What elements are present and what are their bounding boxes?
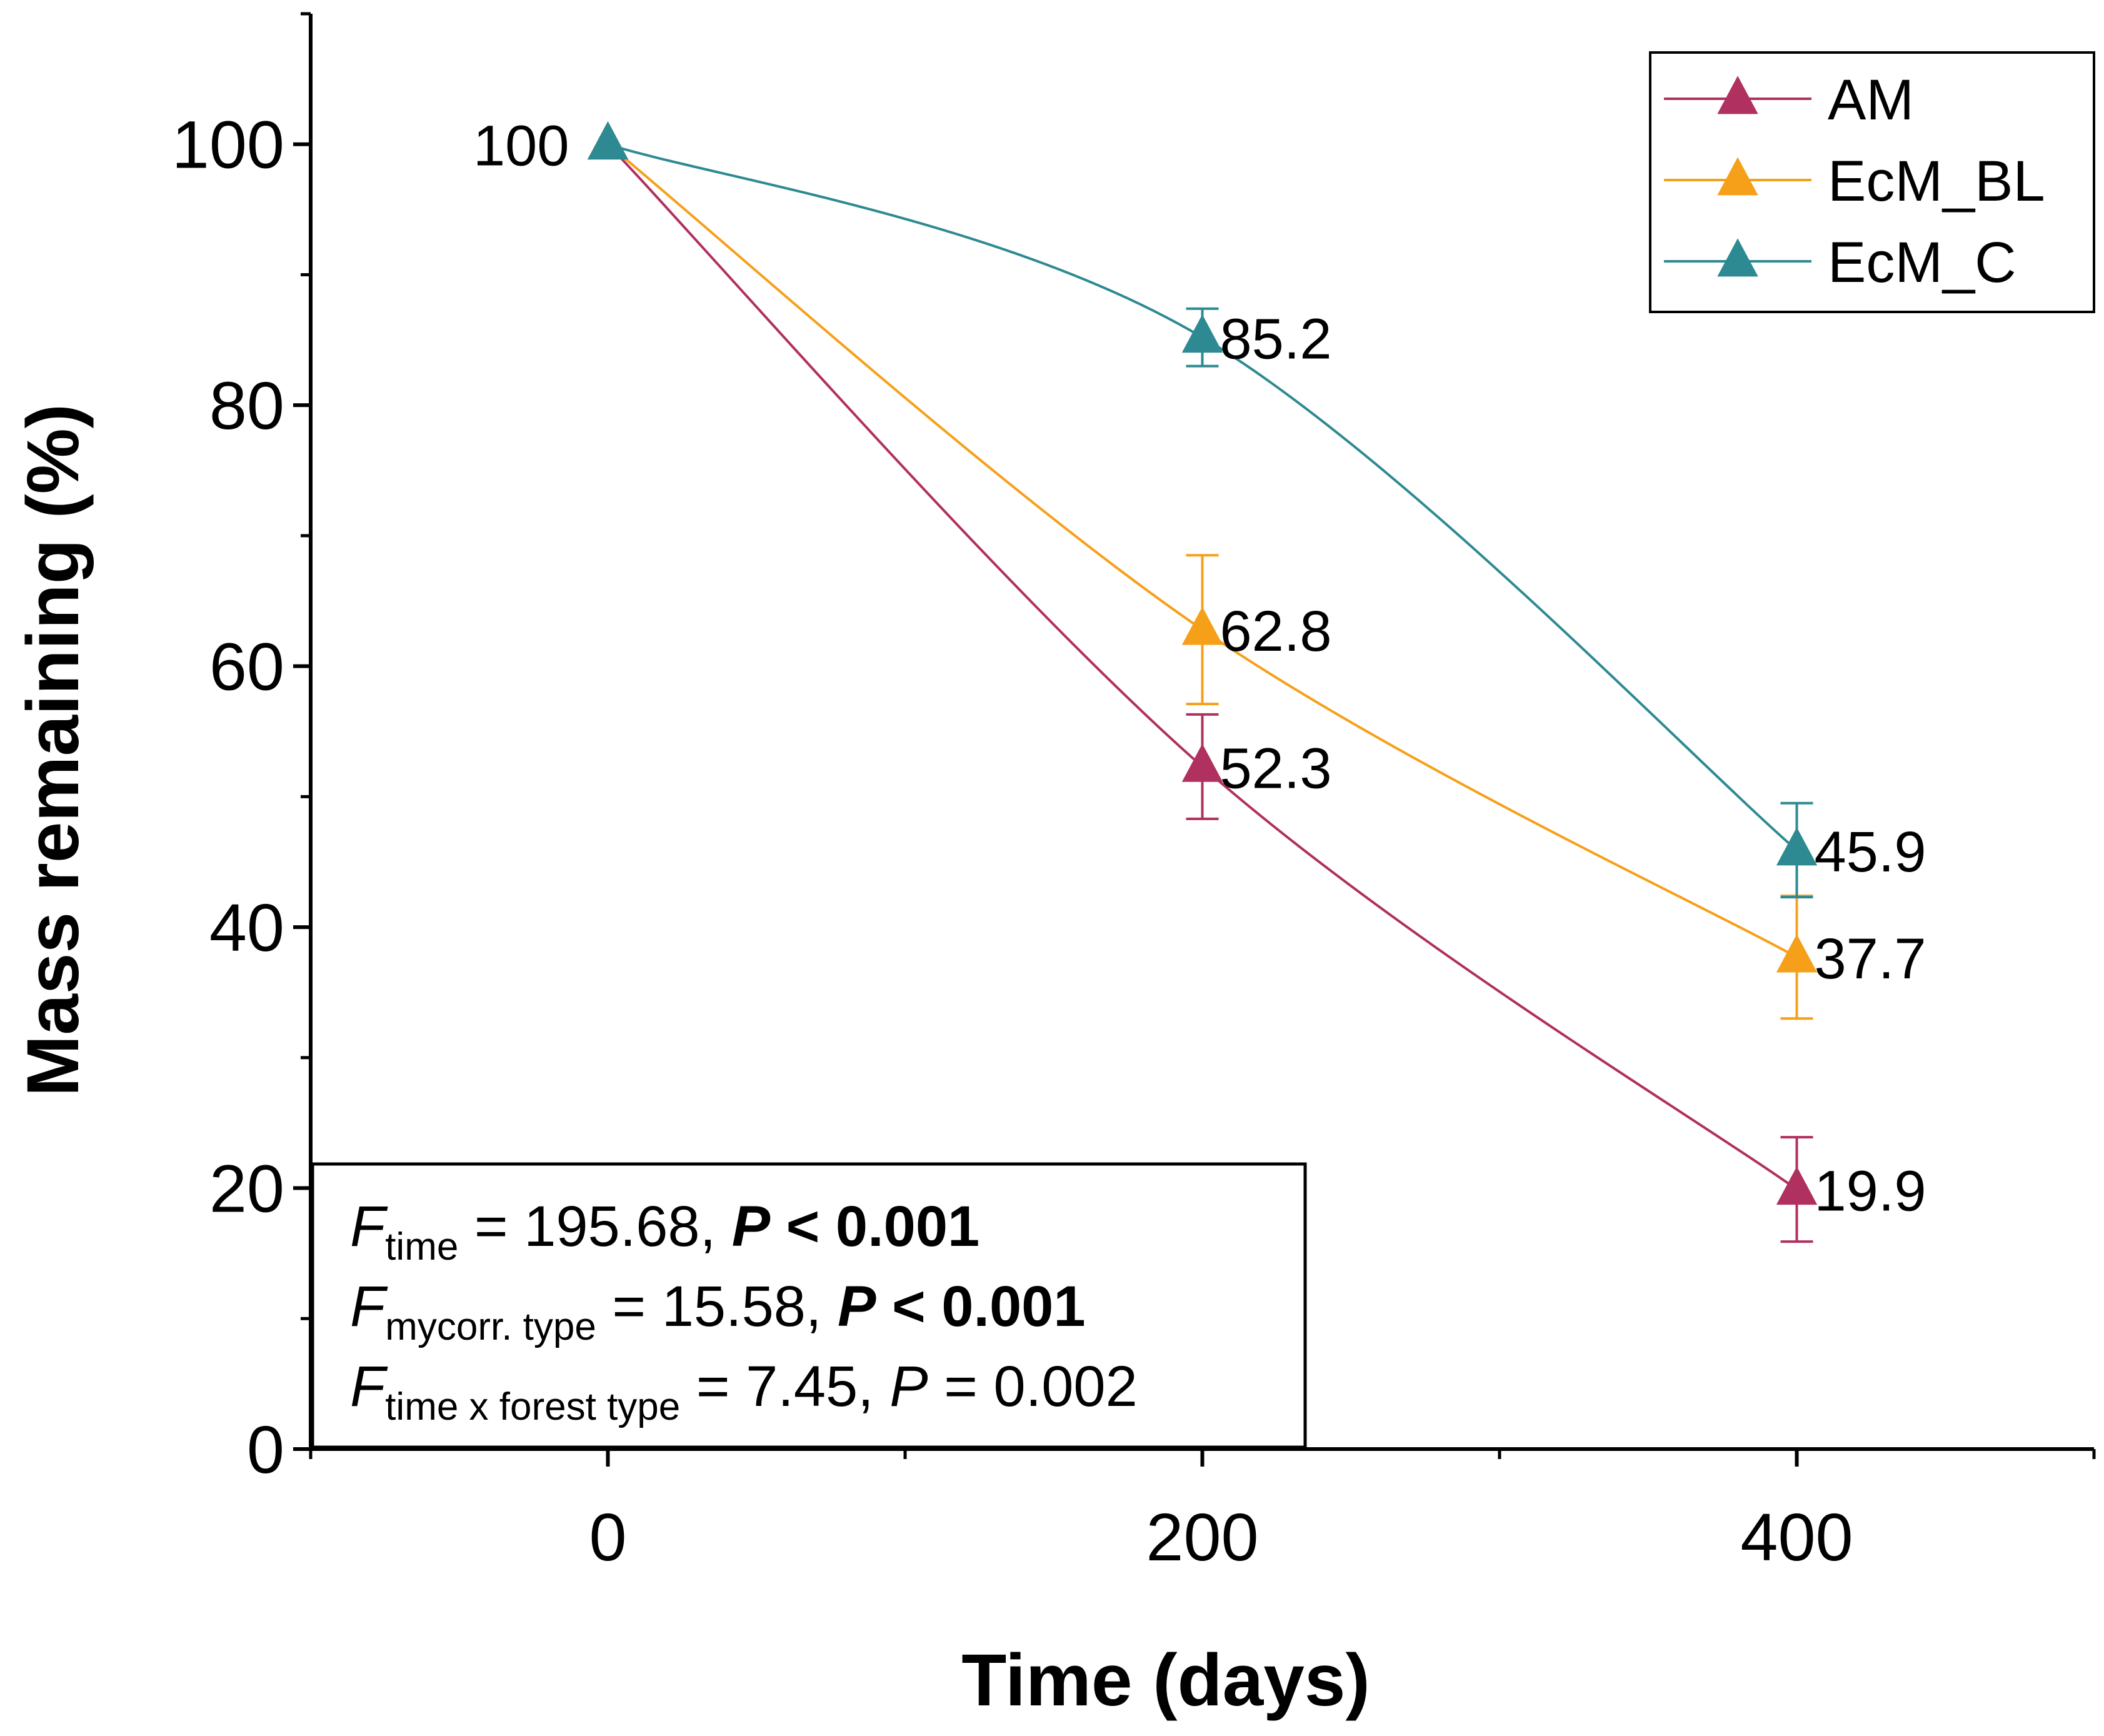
y-axis-title: Mass remaining (%) bbox=[12, 404, 94, 1096]
ticks-layer: 0 20 40 60 80 100 0 200 400 bbox=[172, 12, 2096, 1575]
x-tick-label: 200 bbox=[1146, 1499, 1258, 1575]
y-tick-label: 0 bbox=[247, 1412, 284, 1487]
series-ecm-c bbox=[587, 121, 1818, 899]
data-label-ecm-bl: 62.8 bbox=[1220, 600, 1332, 663]
legend-item-ecm-bl: EcM_BL bbox=[1664, 149, 2045, 213]
stats-line: Fmycorr. type = 15.58, P < 0.001 bbox=[350, 1275, 1086, 1348]
data-label-ecm-c: 45.9 bbox=[1815, 820, 1926, 884]
legend-item-am: AM bbox=[1664, 68, 1914, 132]
stats-p-value: < 0.001 bbox=[770, 1195, 979, 1258]
stats-value: = 15.58, bbox=[596, 1275, 838, 1338]
legend-label-am: AM bbox=[1828, 68, 1914, 132]
data-point-ecm-c bbox=[587, 121, 629, 160]
legend-label-ecm-c: EcM_C bbox=[1828, 231, 2016, 294]
data-point-ecm-c bbox=[1181, 314, 1223, 353]
data-label-ecm-c: 85.2 bbox=[1220, 308, 1332, 371]
data-point-ecm-bl bbox=[1776, 934, 1818, 973]
legend-item-ecm-c: EcM_C bbox=[1664, 231, 2016, 294]
stats-line: Ftime = 195.68, P < 0.001 bbox=[350, 1195, 979, 1268]
legend-marker-ecm-c bbox=[1717, 238, 1758, 277]
series-line-ecm-bl bbox=[607, 143, 1798, 958]
stats-line: Ftime x forest type = 7.45, P = 0.002 bbox=[350, 1355, 1138, 1428]
stats-f-symbol: F bbox=[350, 1355, 388, 1418]
x-tick-label: 400 bbox=[1740, 1499, 1853, 1575]
y-tick-label: 40 bbox=[209, 890, 284, 965]
stats-subscript: time x forest type bbox=[385, 1385, 680, 1428]
x-tick-label: 0 bbox=[589, 1499, 626, 1575]
stats-p-symbol: P bbox=[732, 1195, 771, 1258]
data-label-am: 52.3 bbox=[1220, 736, 1332, 800]
data-point-ecm-c bbox=[1776, 827, 1818, 866]
series-am bbox=[587, 121, 1818, 1243]
stats-subscript: time bbox=[385, 1225, 458, 1268]
stats-p-value: = 0.002 bbox=[928, 1355, 1138, 1418]
data-label-ecm-bl: 37.7 bbox=[1815, 927, 1926, 991]
stats-f-symbol: F bbox=[350, 1195, 388, 1258]
data-label-ecm-c: 100 bbox=[473, 114, 569, 178]
data-point-am bbox=[1776, 1166, 1818, 1205]
y-tick-label: 80 bbox=[209, 368, 284, 443]
stats-value: = 195.68, bbox=[458, 1195, 731, 1258]
data-label-am: 19.9 bbox=[1815, 1160, 1926, 1223]
legend: AM EcM_BL EcM_C bbox=[1649, 51, 2095, 313]
stats-p-symbol: P bbox=[889, 1355, 928, 1418]
stats-f-symbol: F bbox=[350, 1275, 388, 1338]
stats-value: = 7.45, bbox=[680, 1355, 889, 1418]
legend-marker-ecm-bl bbox=[1717, 157, 1758, 196]
stats-subscript: mycorr. type bbox=[385, 1305, 596, 1348]
y-tick-label: 20 bbox=[209, 1151, 284, 1227]
data-point-ecm-bl bbox=[1181, 606, 1223, 645]
legend-marker-am bbox=[1717, 76, 1758, 114]
y-tick-label: 60 bbox=[209, 629, 284, 705]
data-point-am bbox=[1181, 743, 1223, 782]
stats-p-value: < 0.001 bbox=[876, 1275, 1085, 1338]
y-tick-label: 100 bbox=[172, 107, 284, 183]
stats-p-symbol: P bbox=[838, 1275, 876, 1338]
stats-box-frame bbox=[311, 1162, 1307, 1449]
series-layer: 52.3 19.9 62.8 37.7 100 85.2 45.9 bbox=[473, 114, 1926, 1243]
x-axis-title: Time (days) bbox=[961, 1639, 1370, 1722]
series-ecm-bl bbox=[587, 121, 1818, 1020]
legend-label-ecm-bl: EcM_BL bbox=[1828, 149, 2045, 213]
